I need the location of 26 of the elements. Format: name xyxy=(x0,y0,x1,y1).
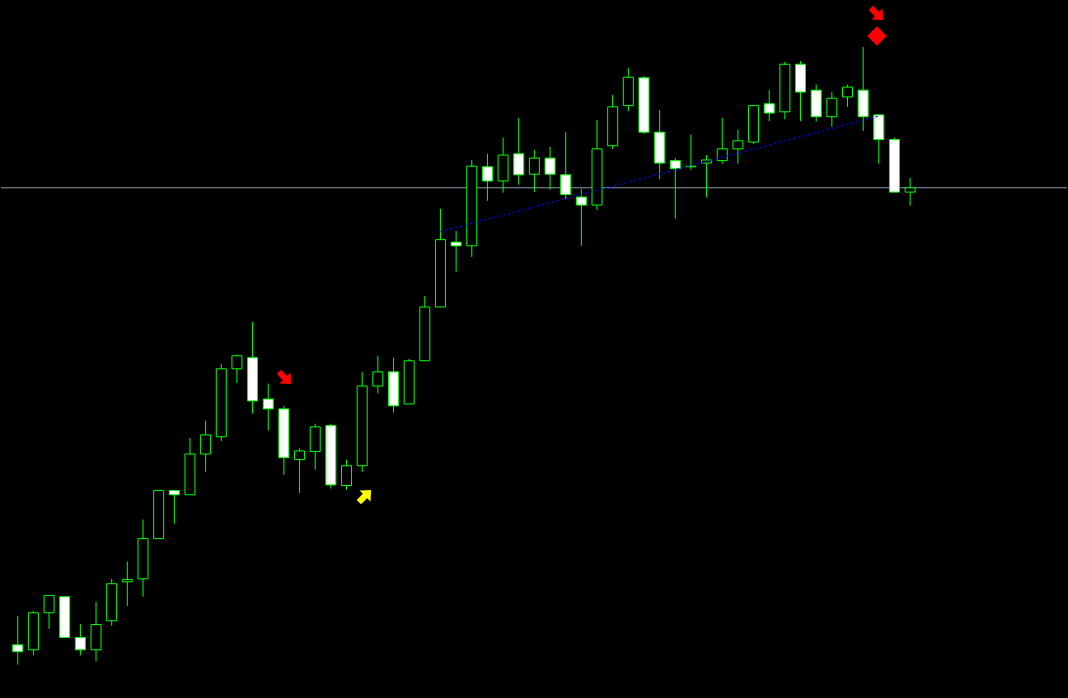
candlestick xyxy=(528,149,540,193)
candlestick xyxy=(560,131,572,200)
candlestick xyxy=(450,230,462,273)
candlestick xyxy=(74,623,86,656)
candlestick xyxy=(669,157,681,220)
candlestick xyxy=(826,91,838,128)
candlestick xyxy=(43,594,55,630)
candlestick xyxy=(544,146,556,191)
candlestick xyxy=(701,154,713,199)
candlestick xyxy=(372,355,384,394)
candlestick xyxy=(294,447,306,494)
candlestick xyxy=(904,177,916,207)
candlestick xyxy=(262,383,274,432)
candlestick xyxy=(121,560,133,607)
candlestick xyxy=(12,615,24,666)
candlestick xyxy=(842,84,854,108)
candlestick xyxy=(200,420,212,473)
candlestick xyxy=(341,459,353,491)
candlestick xyxy=(763,89,775,122)
candlestick xyxy=(231,354,243,384)
candlestick xyxy=(168,489,180,525)
candlestick xyxy=(481,153,493,202)
candlestick xyxy=(513,117,525,186)
candlestick xyxy=(732,129,744,165)
candlestick xyxy=(716,117,728,165)
candlestick xyxy=(575,188,587,247)
